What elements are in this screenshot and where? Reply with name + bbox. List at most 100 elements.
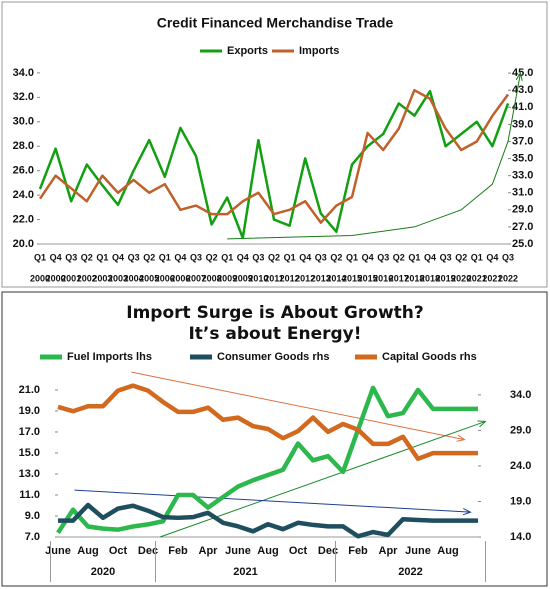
x-tick-label: Q3 xyxy=(502,252,514,262)
x-group-label: 2007 xyxy=(186,273,206,283)
x-group-label: 2009 xyxy=(233,273,253,283)
x-group-label: 2016 xyxy=(373,273,393,283)
trend-line xyxy=(227,73,521,240)
y-tick-label: 32.0 xyxy=(13,91,34,103)
y2-tick-label: 14.0 xyxy=(510,531,531,543)
x-tick-label: Q4 xyxy=(50,252,62,262)
x-tick-label: Q2 xyxy=(268,252,280,262)
x-tick-label: Oct xyxy=(289,545,308,557)
x-tick-label: Q3 xyxy=(315,252,327,262)
x-tick-label: Q4 xyxy=(237,252,249,262)
x-tick-label: Q1 xyxy=(284,252,296,262)
x-group-label: 2000 xyxy=(30,273,50,283)
x-group-label: 2005 xyxy=(139,273,159,283)
x-tick-label: Q3 xyxy=(377,252,389,262)
x-tick-label: Q2 xyxy=(143,252,155,262)
x-group-label: 2012 xyxy=(280,273,300,283)
trend-arrowhead xyxy=(477,420,487,428)
y-tick-label: 9.0 xyxy=(25,510,40,522)
x-group-label: 2017 xyxy=(389,273,409,283)
x-tick-label: Q1 xyxy=(34,252,46,262)
x-group-label: 2022 xyxy=(498,273,518,283)
x-tick-label: Aug xyxy=(257,545,278,557)
y2-tick-label: 29.0 xyxy=(512,204,533,216)
x-group-label: 2021 xyxy=(467,273,487,283)
chart-title: Import Surge is About Growth? xyxy=(126,303,424,323)
x-group-label: 2001 xyxy=(61,273,81,283)
x-tick-label: Aug xyxy=(437,545,458,557)
x-tick-label: Dec xyxy=(318,545,338,557)
x-tick-label: Q3 xyxy=(440,252,452,262)
y2-tick-label: 35.0 xyxy=(512,152,533,164)
x-tick-label: Q1 xyxy=(346,252,358,262)
legend-label: Fuel Imports lhs xyxy=(67,351,152,363)
x-tick-label: Q4 xyxy=(362,252,374,262)
x-group-label: 2021 xyxy=(482,273,502,283)
y-tick-label: 34.0 xyxy=(13,67,34,79)
y2-tick-label: 31.0 xyxy=(512,187,533,199)
chart-title: Credit Financed Merchandise Trade xyxy=(157,15,394,31)
y-tick-label: 20.0 xyxy=(13,238,34,250)
x-tick-label: Q4 xyxy=(174,252,186,262)
x-group-label: 2002 xyxy=(77,273,97,283)
y2-tick-label: 25.0 xyxy=(512,238,533,250)
y-tick-label: 28.0 xyxy=(13,140,34,152)
x-tick-label: June xyxy=(225,545,251,557)
x-tick-label: Q4 xyxy=(299,252,311,262)
x-tick-label: Feb xyxy=(348,545,368,557)
x-group-label: 2003 xyxy=(92,273,112,283)
x-tick-label: Q2 xyxy=(393,252,405,262)
x-group-label: 2012 xyxy=(295,273,315,283)
x-group-label: 2011 xyxy=(264,273,284,283)
y2-tick-label: 19.0 xyxy=(510,495,531,507)
x-group-label: 2022 xyxy=(398,566,422,578)
trend-arrowhead xyxy=(456,434,466,442)
y-tick-label: 17.0 xyxy=(19,426,40,438)
x-tick-label: Q4 xyxy=(424,252,436,262)
x-group-label: 2014 xyxy=(326,273,346,283)
y2-tick-label: 41.0 xyxy=(512,101,533,113)
x-tick-label: Q2 xyxy=(455,252,467,262)
x-tick-label: Dec xyxy=(138,545,158,557)
x-group-label: 2003 xyxy=(108,273,128,283)
x-group-label: 2015 xyxy=(358,273,378,283)
x-tick-label: Q1 xyxy=(471,252,483,262)
x-tick-label: Q3 xyxy=(190,252,202,262)
legend-label: Imports xyxy=(299,45,339,57)
legend-label: Exports xyxy=(227,45,268,57)
legend-label: Capital Goods rhs xyxy=(382,351,477,363)
y2-tick-label: 45.0 xyxy=(512,67,533,79)
x-group-label: 2009 xyxy=(217,273,237,283)
x-tick-label: Q2 xyxy=(330,252,342,262)
series-line xyxy=(38,89,510,240)
panel-frame xyxy=(1,291,548,587)
y-tick-label: 24.0 xyxy=(13,189,34,201)
x-tick-label: Q3 xyxy=(252,252,264,262)
x-tick-label: Q2 xyxy=(206,252,218,262)
y2-tick-label: 29.0 xyxy=(510,424,531,436)
y2-tick-label: 27.0 xyxy=(512,221,533,233)
y2-tick-label: 39.0 xyxy=(512,118,533,130)
x-tick-label: Apr xyxy=(379,545,399,557)
x-group-label: 2004 xyxy=(124,273,144,283)
y-tick-label: 13.0 xyxy=(19,468,40,480)
y-tick-label: 22.0 xyxy=(13,213,34,225)
x-tick-label: Aug xyxy=(77,545,98,557)
x-tick-label: Q1 xyxy=(159,252,171,262)
y-tick-label: 19.0 xyxy=(19,405,40,417)
y-tick-label: 11.0 xyxy=(19,489,40,501)
series-line xyxy=(57,383,478,462)
y2-tick-label: 34.0 xyxy=(510,389,531,401)
series-line xyxy=(56,385,478,535)
trend-arrowhead xyxy=(515,71,523,82)
x-group-label: 2015 xyxy=(342,273,362,283)
chart-title: It’s about Energy! xyxy=(188,324,361,344)
x-group-label: 2006 xyxy=(155,273,175,283)
y-tick-label: 26.0 xyxy=(13,165,34,177)
x-group-label: 2000 xyxy=(46,273,66,283)
x-group-label: 2020 xyxy=(91,566,115,578)
x-group-label: 2008 xyxy=(202,273,222,283)
x-group-label: 2013 xyxy=(311,273,331,283)
